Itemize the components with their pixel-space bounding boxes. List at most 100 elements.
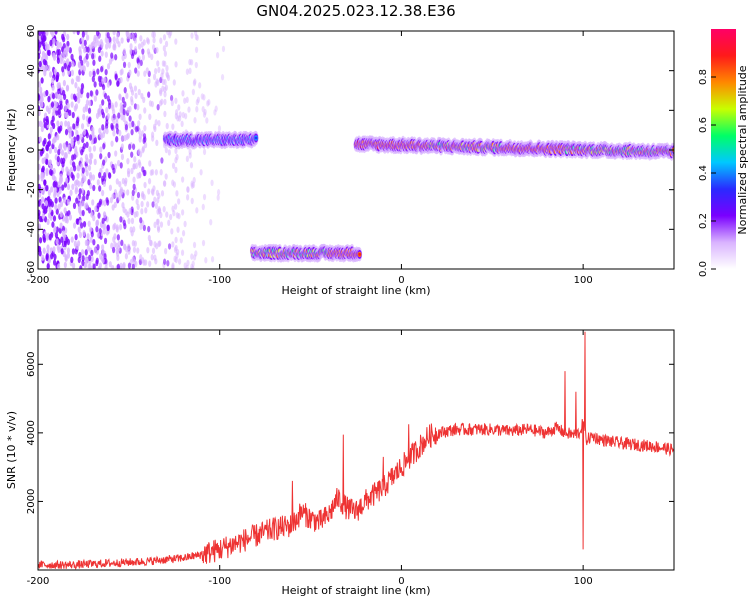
heatmap-cell: [95, 36, 99, 43]
heatmap-cell: [181, 90, 185, 97]
heatmap-cell: [62, 79, 66, 87]
heatmap-cell: [150, 53, 154, 61]
heatmap-cell: [169, 213, 173, 221]
heatmap-cell: [88, 152, 93, 159]
heatmap-cell: [86, 92, 90, 99]
heatmap-cell: [81, 200, 85, 207]
x-tick-label: -100: [208, 275, 231, 286]
heatmap-cell: [175, 212, 179, 219]
heatmap-cell: [157, 240, 161, 248]
heatmap-cell: [52, 54, 57, 61]
heatmap-cell: [82, 142, 87, 150]
heatmap-cell: [62, 89, 66, 97]
heatmap-cell: [180, 120, 184, 128]
heatmap-cell: [147, 51, 151, 58]
x-tick-label: -200: [27, 576, 50, 587]
heatmap-cell: [84, 105, 89, 112]
heatmap-cell: [157, 120, 161, 127]
heatmap-cell: [100, 41, 104, 48]
heatmap-cell: [92, 238, 96, 246]
heatmap-cell: [78, 231, 83, 239]
heatmap-cell: [175, 153, 179, 161]
heatmap-cell: [82, 220, 87, 228]
heatmap-cell: [50, 201, 54, 208]
heatmap-cell: [41, 50, 46, 58]
heatmap-cell: [79, 133, 83, 140]
heatmap-cell: [170, 99, 174, 107]
heatmap-cell: [133, 156, 137, 163]
heatmap-cell: [46, 263, 50, 269]
heatmap-cell: [66, 183, 71, 191]
heatmap-cell: [38, 250, 42, 257]
heatmap-cell: [186, 186, 190, 193]
heatmap-cell: [46, 244, 50, 251]
heatmap-cell: [210, 179, 214, 187]
heatmap-cell: [66, 238, 71, 246]
heatmap-cell: [203, 108, 207, 116]
heatmap-cell: [67, 169, 71, 176]
heatmap-cell: [183, 220, 187, 228]
heatmap-cell: [146, 201, 150, 208]
heatmap-cell: [162, 45, 166, 52]
heatmap-cell: [131, 120, 135, 128]
heatmap-cell: [66, 120, 71, 128]
heatmap-cell: [78, 54, 83, 62]
heatmap-cell: [118, 93, 122, 100]
heatmap-cell: [155, 189, 160, 197]
heatmap-cell: [116, 250, 120, 257]
heatmap-cell: [38, 109, 41, 117]
heatmap-cell: [47, 107, 51, 115]
heatmap-cell: [128, 207, 132, 215]
heatmap-cell: [38, 183, 41, 191]
heatmap-cell: [121, 96, 125, 104]
colorbar-tick-label: 0.6: [698, 117, 709, 133]
heatmap-cell: [195, 106, 199, 113]
heatmap-cell: [190, 32, 194, 39]
heatmap-cell: [40, 101, 44, 108]
heatmap-cell: [44, 54, 49, 61]
heatmap-cell: [105, 168, 109, 175]
heatmap-cell: [64, 104, 68, 112]
heatmap-cell: [200, 93, 204, 100]
heatmap-cell: [43, 69, 47, 77]
heatmap-cell: [142, 169, 146, 177]
heatmap-cell: [161, 85, 165, 92]
heatmap-cell: [80, 123, 85, 130]
heatmap-cell: [85, 157, 89, 164]
heatmap-cell: [123, 87, 127, 94]
heatmap-cell: [190, 180, 194, 187]
heatmap-cell: [45, 144, 49, 151]
heatmap-cell: [137, 43, 142, 50]
heatmap-cell: [190, 253, 194, 260]
heatmap-cell: [179, 237, 183, 244]
heatmap-cell: [61, 66, 65, 73]
heatmap-cell: [63, 207, 67, 214]
heatmap-cell: [102, 143, 106, 150]
heatmap-cell: [40, 196, 45, 203]
heatmap-cell: [88, 158, 93, 166]
heatmap-cell: [119, 76, 123, 84]
heatmap-cell: [51, 92, 56, 100]
heatmap-cell: [84, 31, 88, 36]
heatmap-cell: [217, 125, 222, 132]
heatmap-cell: [181, 209, 185, 216]
heatmap-cell: [158, 100, 163, 107]
heatmap-cell: [91, 42, 95, 49]
heatmap-cell: [59, 57, 63, 65]
heatmap-cell: [38, 31, 42, 37]
heatmap-cell: [71, 111, 75, 119]
heatmap-cell: [89, 265, 93, 269]
heatmap-cell: [154, 202, 158, 209]
heatmap-cell: [38, 174, 41, 181]
heatmap-cell: [91, 199, 95, 206]
snr-y-label: SNR (10 * v/v): [5, 411, 18, 489]
heatmap-cell: [38, 94, 41, 101]
heatmap-cell: [157, 226, 161, 233]
heatmap-cell: [153, 241, 157, 248]
heatmap-cell: [148, 260, 152, 267]
heatmap-cell: [87, 207, 92, 214]
heatmap-cell: [125, 92, 129, 100]
heatmap-cell: [102, 180, 107, 188]
heatmap-cell: [65, 177, 69, 184]
